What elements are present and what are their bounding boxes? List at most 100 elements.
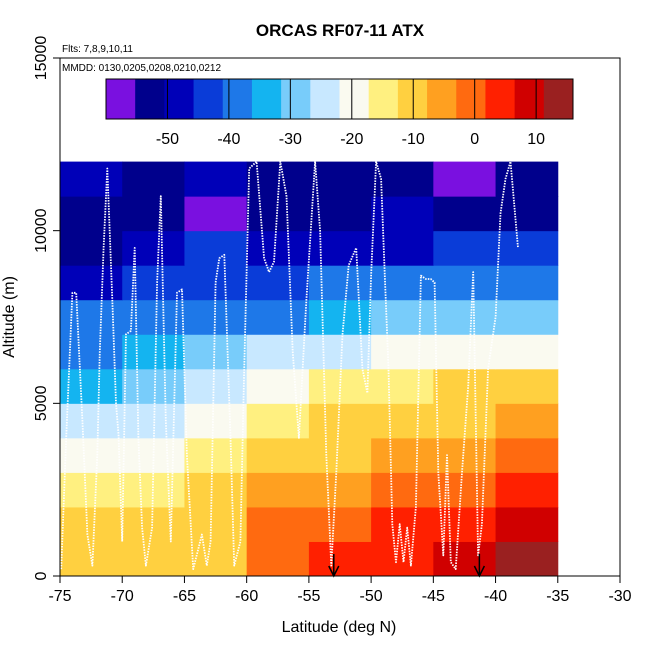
chart-title: ORCAS RF07-11 ATX (256, 21, 425, 40)
x-tick-label: -45 (422, 588, 445, 605)
heatmap-cell (371, 368, 434, 404)
heatmap-cell (371, 299, 434, 335)
colorbar-frame (105, 78, 574, 120)
heatmap-cell (495, 265, 559, 301)
heatmap-cell (60, 472, 123, 508)
heatmap-cell (60, 196, 123, 232)
colorbar-tick-label: -10 (402, 131, 425, 148)
heatmap-cell (184, 506, 248, 542)
colorbar-tick-label: -40 (217, 131, 240, 148)
colorbar-swatch (397, 79, 428, 119)
heatmap-cell (308, 541, 372, 577)
x-axis-label: Latitude (deg N) (282, 619, 397, 636)
heatmap-cell (60, 334, 123, 370)
y-tick-label: 10000 (33, 208, 50, 253)
colorbar-swatch (310, 79, 340, 119)
heatmap-cell (122, 506, 185, 542)
heatmap-cell (433, 472, 497, 508)
heatmap-cell (184, 472, 248, 508)
heatmap-cell (60, 403, 123, 439)
heatmap-cell (60, 230, 123, 266)
heatmap-cell (433, 437, 497, 473)
heatmap-cell (308, 437, 372, 473)
heatmap-cell (495, 368, 559, 404)
x-tick-label: -75 (48, 588, 71, 605)
heatmap-cell (246, 541, 310, 577)
y-axis: 0 5000 10000 15000 (33, 36, 60, 580)
heatmap-cell (184, 334, 248, 370)
heatmap-cell (433, 161, 497, 197)
x-tick-label: -35 (546, 588, 569, 605)
colorbar-tick-label: -50 (156, 131, 179, 148)
heatmap-cells (60, 161, 559, 577)
colorbar-swatch (368, 79, 399, 119)
heatmap-cell (371, 196, 434, 232)
heatmap-cell (122, 161, 185, 197)
heatmap-cell (60, 265, 123, 301)
heatmap-cell (495, 161, 559, 197)
heatmap-cell (371, 403, 434, 439)
y-tick-label: 15000 (33, 36, 50, 81)
heatmap-cell (433, 368, 497, 404)
x-tick-label: -40 (484, 588, 507, 605)
heatmap-cell (495, 541, 559, 577)
heatmap-cell (308, 161, 372, 197)
heatmap-cell (122, 299, 185, 335)
x-tick-label: -30 (608, 588, 631, 605)
colorbar-swatch (427, 79, 457, 119)
heatmap-cell (371, 265, 434, 301)
heatmap-cell (308, 265, 372, 301)
colorbar: -50 -40 -30 -20 -10 0 10 (105, 78, 574, 148)
heatmap-cell (60, 506, 123, 542)
x-tick-label: -50 (360, 588, 383, 605)
heatmap-cell (308, 403, 372, 439)
heatmap-cell (308, 299, 372, 335)
heatmap-cell (371, 334, 434, 370)
y-tick-label: 0 (33, 571, 50, 580)
heatmap-cell (495, 196, 559, 232)
colorbar-swatch (222, 79, 253, 119)
x-tick-label: -55 (297, 588, 320, 605)
heatmap-cell (184, 196, 248, 232)
heatmap-cell (308, 230, 372, 266)
heatmap-cell (308, 472, 372, 508)
heatmap-cell (308, 506, 372, 542)
plot-frame (59, 57, 621, 577)
heatmap-cell (495, 230, 559, 266)
heatmap-cell (184, 230, 248, 266)
heatmap-cell (60, 161, 123, 197)
heatmap-cell (60, 368, 123, 404)
heatmap-cell (122, 230, 185, 266)
heatmap-cell (433, 299, 497, 335)
heatmap-cell (246, 472, 310, 508)
heatmap-cell (495, 299, 559, 335)
heatmap-cell (184, 403, 248, 439)
colorbar-swatch (251, 79, 282, 119)
colorbar-tick-label: -20 (340, 131, 363, 148)
heatmap-cell (495, 437, 559, 473)
heatmap-cell (433, 334, 497, 370)
x-tick-label: -65 (173, 588, 196, 605)
heatmap-cell (246, 196, 310, 232)
heatmap-cell (371, 437, 434, 473)
heatmap-cell (246, 334, 310, 370)
heatmap-cell (122, 265, 185, 301)
heatmap-cell (184, 161, 248, 197)
heatmap-cell (433, 230, 497, 266)
heatmap-cell (371, 472, 434, 508)
y-axis-label: Altitude (m) (1, 276, 18, 358)
colorbar-swatch (339, 79, 370, 119)
heatmap-cell (184, 541, 248, 577)
x-tick-label: -70 (111, 588, 134, 605)
colorbar-swatch (164, 79, 195, 119)
x-tick-label: -60 (235, 588, 258, 605)
heatmap-cell (184, 265, 248, 301)
heatmap-cell (60, 541, 123, 577)
heatmap-cell (495, 506, 559, 542)
heatmap-cell (122, 541, 185, 577)
heatmap-cell (433, 196, 497, 232)
colorbar-swatch (456, 79, 486, 119)
y-tick-label: 5000 (33, 385, 50, 421)
colorbar-tick-label: -30 (279, 131, 302, 148)
